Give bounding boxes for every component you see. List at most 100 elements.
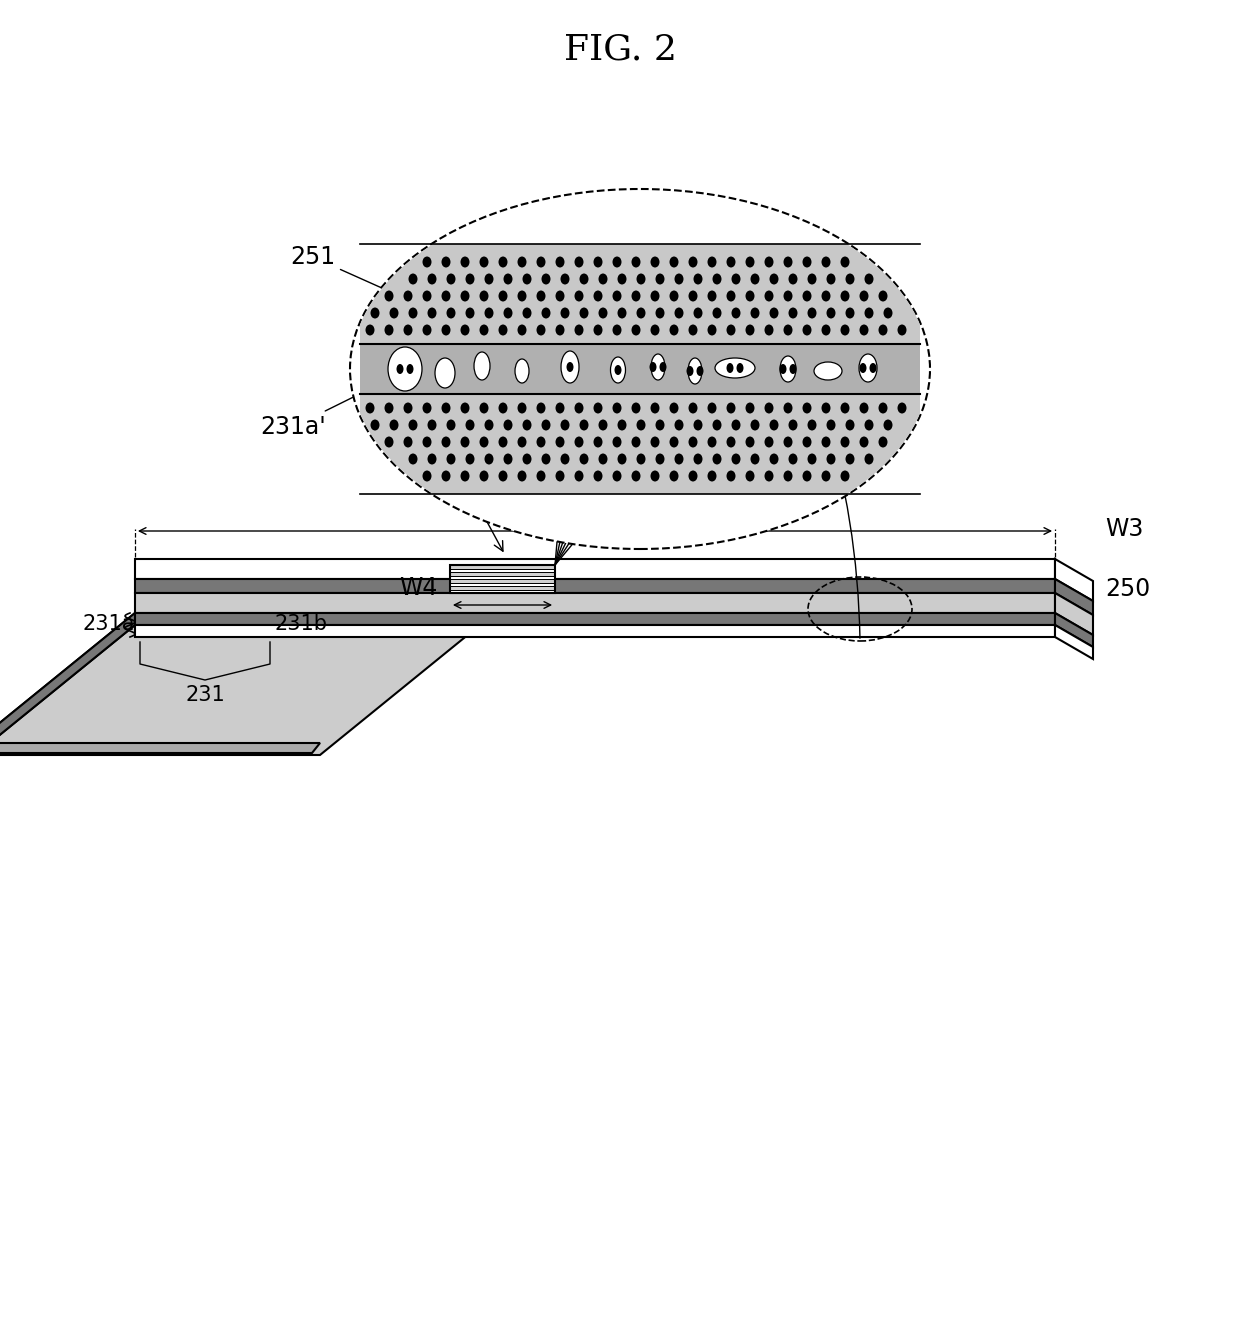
Ellipse shape <box>688 357 702 384</box>
Ellipse shape <box>898 324 906 335</box>
Polygon shape <box>450 586 556 590</box>
Ellipse shape <box>423 471 432 481</box>
Ellipse shape <box>651 437 660 447</box>
Ellipse shape <box>732 419 740 430</box>
Ellipse shape <box>688 437 697 447</box>
Text: 250: 250 <box>1105 576 1151 601</box>
Ellipse shape <box>745 324 754 335</box>
Ellipse shape <box>542 454 551 464</box>
Ellipse shape <box>708 402 717 413</box>
Ellipse shape <box>807 419 816 430</box>
Ellipse shape <box>789 454 797 464</box>
Ellipse shape <box>750 273 759 285</box>
Ellipse shape <box>859 290 868 302</box>
Ellipse shape <box>522 273 532 285</box>
Ellipse shape <box>670 324 678 335</box>
Ellipse shape <box>460 402 470 413</box>
Ellipse shape <box>613 471 621 481</box>
Polygon shape <box>450 583 556 586</box>
Ellipse shape <box>827 307 836 318</box>
Ellipse shape <box>745 471 754 481</box>
Polygon shape <box>360 394 920 495</box>
Polygon shape <box>135 579 1055 594</box>
Ellipse shape <box>827 419 836 430</box>
Ellipse shape <box>688 256 697 268</box>
Ellipse shape <box>670 437 678 447</box>
Ellipse shape <box>480 402 489 413</box>
Ellipse shape <box>503 273 512 285</box>
Polygon shape <box>135 613 1055 625</box>
Ellipse shape <box>371 307 379 318</box>
Ellipse shape <box>727 437 735 447</box>
Text: 251: 251 <box>290 245 436 313</box>
Polygon shape <box>450 590 556 594</box>
Ellipse shape <box>750 419 759 430</box>
Ellipse shape <box>460 290 470 302</box>
Ellipse shape <box>498 256 507 268</box>
Ellipse shape <box>841 437 849 447</box>
Ellipse shape <box>693 419 703 430</box>
Ellipse shape <box>610 357 625 383</box>
Ellipse shape <box>651 290 660 302</box>
Ellipse shape <box>631 290 641 302</box>
Ellipse shape <box>651 324 660 335</box>
Ellipse shape <box>441 256 450 268</box>
Ellipse shape <box>732 454 740 464</box>
Polygon shape <box>1055 579 1092 615</box>
Ellipse shape <box>651 256 660 268</box>
Ellipse shape <box>446 419 455 430</box>
Polygon shape <box>450 572 556 575</box>
Ellipse shape <box>765 290 774 302</box>
Ellipse shape <box>460 437 470 447</box>
Polygon shape <box>0 613 135 754</box>
Ellipse shape <box>474 352 490 380</box>
Ellipse shape <box>537 437 546 447</box>
Ellipse shape <box>821 290 831 302</box>
Ellipse shape <box>384 437 393 447</box>
Ellipse shape <box>784 290 792 302</box>
Ellipse shape <box>615 365 621 375</box>
Polygon shape <box>0 625 480 754</box>
Ellipse shape <box>465 454 475 464</box>
Ellipse shape <box>542 273 551 285</box>
Ellipse shape <box>770 307 779 318</box>
Ellipse shape <box>618 419 626 430</box>
Ellipse shape <box>864 307 873 318</box>
Ellipse shape <box>790 364 796 375</box>
Ellipse shape <box>631 256 641 268</box>
Ellipse shape <box>485 273 494 285</box>
Ellipse shape <box>631 437 641 447</box>
Ellipse shape <box>574 402 584 413</box>
Ellipse shape <box>841 471 849 481</box>
Ellipse shape <box>883 419 893 430</box>
Ellipse shape <box>750 454 759 464</box>
Ellipse shape <box>594 402 603 413</box>
Ellipse shape <box>384 324 393 335</box>
Ellipse shape <box>537 290 546 302</box>
Ellipse shape <box>371 419 379 430</box>
Ellipse shape <box>859 402 868 413</box>
Ellipse shape <box>727 256 735 268</box>
Ellipse shape <box>770 454 779 464</box>
Ellipse shape <box>397 364 403 375</box>
Ellipse shape <box>599 419 608 430</box>
Ellipse shape <box>428 273 436 285</box>
Ellipse shape <box>403 324 413 335</box>
Ellipse shape <box>631 324 641 335</box>
Ellipse shape <box>636 454 646 464</box>
Ellipse shape <box>515 359 529 383</box>
Ellipse shape <box>366 324 374 335</box>
Ellipse shape <box>408 419 418 430</box>
Ellipse shape <box>631 471 641 481</box>
Ellipse shape <box>618 307 626 318</box>
Ellipse shape <box>423 290 432 302</box>
Ellipse shape <box>784 324 792 335</box>
Ellipse shape <box>802 437 811 447</box>
Ellipse shape <box>560 307 569 318</box>
Text: 231b: 231b <box>275 615 329 634</box>
Ellipse shape <box>727 402 735 413</box>
Polygon shape <box>1055 594 1092 634</box>
Ellipse shape <box>498 471 507 481</box>
Ellipse shape <box>498 290 507 302</box>
Ellipse shape <box>613 437 621 447</box>
